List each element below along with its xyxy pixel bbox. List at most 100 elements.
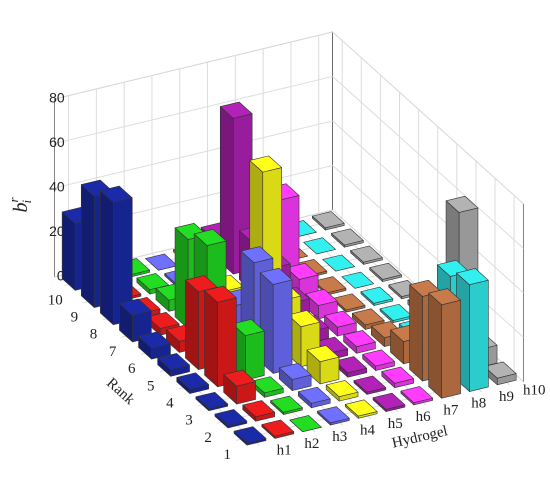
bar bbox=[251, 376, 284, 398]
y-tick-label: 10 bbox=[48, 292, 63, 308]
bar-top bbox=[428, 288, 461, 306]
z-title-sup: r bbox=[6, 197, 21, 203]
bar-side bbox=[204, 290, 218, 388]
y-tick-label: 2 bbox=[204, 430, 212, 446]
bar bbox=[372, 392, 406, 412]
bar-top bbox=[360, 286, 394, 304]
bar bbox=[145, 253, 178, 271]
bar-top bbox=[445, 195, 479, 213]
bar-top bbox=[344, 399, 378, 417]
bar-top bbox=[270, 395, 303, 413]
x-tick-label: h7 bbox=[443, 402, 459, 418]
bar-top bbox=[369, 262, 402, 280]
bar-top bbox=[372, 392, 406, 410]
bar-side bbox=[80, 184, 95, 308]
bar-front bbox=[245, 330, 265, 381]
bar bbox=[312, 211, 345, 231]
bar bbox=[261, 419, 295, 439]
bar bbox=[119, 298, 152, 343]
y-tick-label: 6 bbox=[128, 361, 136, 377]
bar bbox=[157, 353, 190, 377]
bar-top bbox=[353, 375, 387, 393]
bar-top bbox=[219, 101, 253, 119]
bar-side bbox=[61, 211, 76, 291]
bar-top bbox=[379, 303, 413, 321]
bar-top bbox=[381, 366, 414, 384]
bar-top bbox=[322, 254, 355, 272]
y-tick-label: 5 bbox=[147, 378, 155, 394]
bar-side bbox=[409, 284, 423, 382]
x-tick-label: h9 bbox=[499, 389, 514, 405]
bar-top bbox=[138, 331, 171, 349]
bar-top bbox=[193, 229, 227, 246]
bar bbox=[223, 369, 256, 405]
bar-top bbox=[249, 155, 282, 173]
bar bbox=[303, 237, 336, 255]
z-axis-title: bri bbox=[6, 197, 34, 213]
x-tick-label: h2 bbox=[304, 436, 319, 452]
y-axis-title: Rank bbox=[103, 375, 138, 408]
bar-top bbox=[214, 409, 248, 427]
grid-line bbox=[332, 76, 524, 249]
bar-side bbox=[428, 292, 442, 399]
bar bbox=[289, 415, 322, 433]
bar-top bbox=[261, 419, 295, 437]
bar bbox=[298, 386, 331, 409]
bar bbox=[369, 262, 402, 282]
y-tick-label: 9 bbox=[71, 310, 79, 326]
bar-front bbox=[441, 299, 461, 399]
bar-top bbox=[312, 211, 345, 229]
bar bbox=[350, 245, 383, 265]
bar-top bbox=[278, 362, 312, 380]
z-tick-label: 80 bbox=[49, 90, 65, 106]
grid-line bbox=[54, 75, 333, 144]
x-tick-label: h10 bbox=[523, 382, 546, 398]
bar bbox=[353, 375, 387, 395]
bar bbox=[341, 271, 375, 289]
x-tick-label: h4 bbox=[360, 423, 376, 439]
bar-top bbox=[331, 228, 364, 246]
bar bbox=[343, 330, 376, 354]
bar bbox=[322, 254, 355, 272]
bar-top bbox=[350, 245, 383, 263]
bar bbox=[332, 293, 366, 313]
x-tick-label: h5 bbox=[388, 416, 403, 432]
bar-top bbox=[324, 310, 357, 328]
bar bbox=[242, 400, 275, 422]
bar bbox=[100, 185, 133, 326]
bar bbox=[306, 345, 340, 385]
x-tick-label: h6 bbox=[416, 409, 432, 425]
z-tick-label: 0 bbox=[57, 268, 65, 284]
bar-top bbox=[157, 353, 190, 370]
bar bbox=[344, 399, 378, 419]
bar-front bbox=[469, 279, 489, 392]
bar bbox=[428, 288, 461, 399]
bar-side bbox=[100, 190, 114, 326]
bar-top bbox=[303, 237, 336, 255]
bar-top bbox=[100, 185, 133, 203]
bar bbox=[331, 228, 364, 248]
x-tick-label: h1 bbox=[277, 443, 292, 459]
bar-top bbox=[400, 386, 434, 404]
bar-top bbox=[341, 271, 375, 289]
bar bbox=[334, 356, 368, 378]
bar-top bbox=[242, 400, 275, 418]
bar-top bbox=[306, 345, 340, 362]
bar-top bbox=[119, 298, 152, 316]
z-tick-label: 60 bbox=[49, 134, 65, 150]
y-tick-label: 4 bbox=[166, 396, 174, 412]
bar bbox=[233, 426, 267, 446]
bar bbox=[379, 303, 413, 324]
grid-line bbox=[332, 31, 524, 205]
bar-top bbox=[317, 406, 350, 424]
bar-top bbox=[204, 285, 237, 303]
z-tick-label: 40 bbox=[49, 179, 65, 195]
bar bbox=[176, 372, 209, 394]
bar-top bbox=[223, 369, 256, 387]
bar bbox=[278, 362, 312, 391]
x-tick-label: h3 bbox=[332, 429, 347, 445]
bar-top bbox=[259, 267, 293, 285]
bar bbox=[362, 349, 395, 371]
bar bbox=[195, 391, 229, 412]
bar-top bbox=[233, 426, 267, 444]
